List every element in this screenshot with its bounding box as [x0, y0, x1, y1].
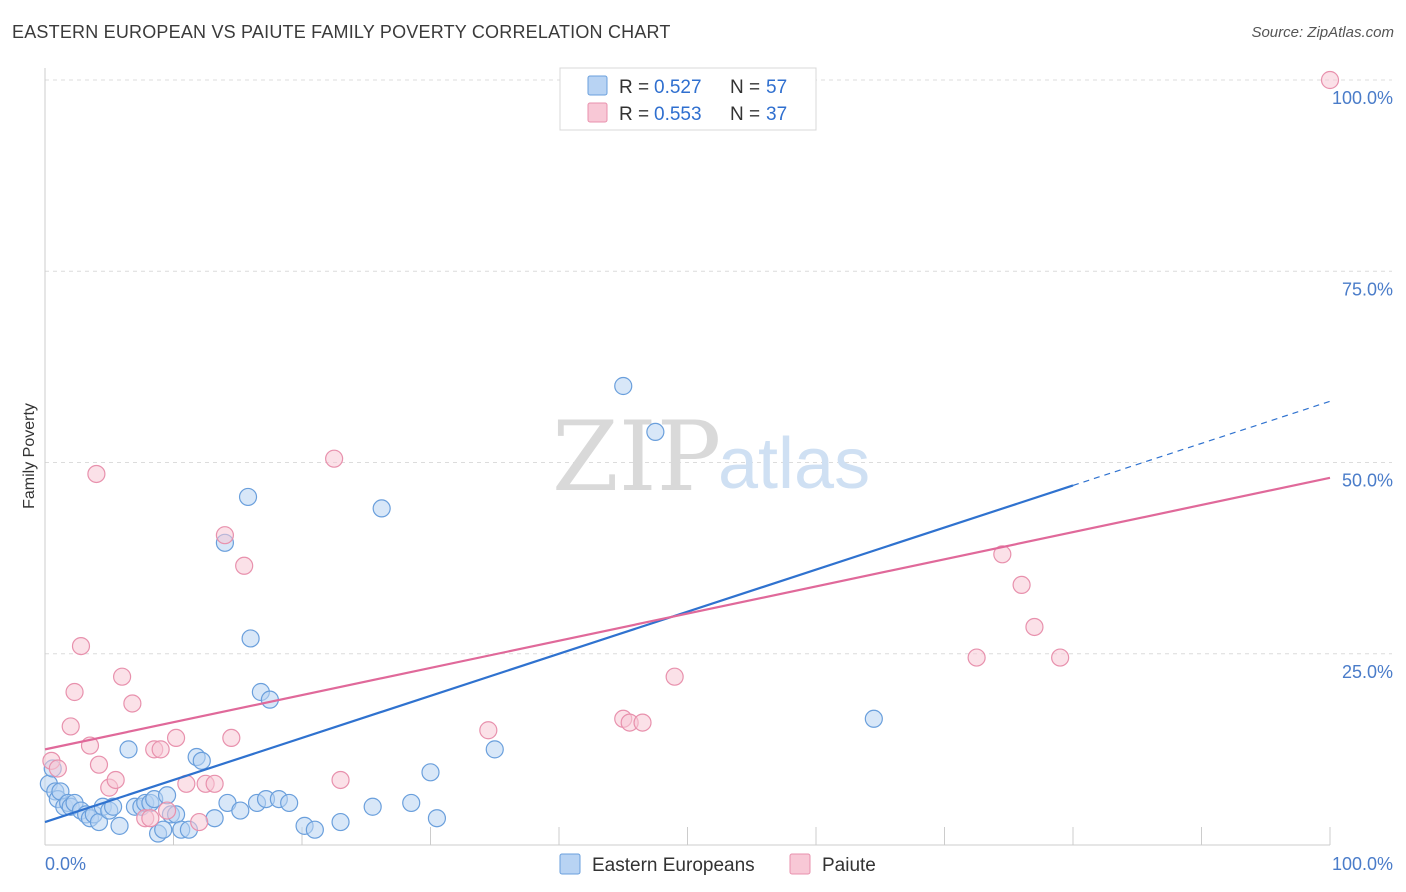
chart-title: EASTERN EUROPEAN VS PAIUTE FAMILY POVERT… — [12, 22, 671, 42]
eastern-european-trend-extension — [1072, 400, 1331, 487]
eastern-european-point-18 — [119, 740, 138, 759]
legend-swatch-blue — [587, 75, 608, 96]
paiute-point-11 — [123, 694, 142, 713]
paiute-point-35 — [1025, 617, 1044, 637]
paiute-point-22 — [215, 526, 234, 545]
eastern-european-point-55 — [646, 422, 665, 441]
paiute-point-27 — [479, 721, 498, 740]
legend-n-label-2: N = — [730, 104, 760, 125]
paiute-point-24 — [235, 556, 254, 575]
eastern-european-point-44 — [280, 793, 299, 813]
paiute-point-21 — [205, 774, 224, 793]
x-tick-label-0: 0.0% — [45, 854, 86, 874]
paiute-point-23 — [222, 728, 241, 748]
paiute-point-36 — [1051, 648, 1070, 667]
legend-n-value-1: 57 — [766, 77, 787, 98]
paiute-point-30 — [633, 713, 652, 732]
x-tick-label-1: 100.0% — [1332, 854, 1393, 874]
eastern-european-point-16 — [104, 797, 123, 816]
eastern-european-point-32 — [192, 751, 211, 770]
eastern-european-point-17 — [110, 816, 129, 835]
data-points — [39, 70, 1340, 843]
watermark-atlas: atlas — [718, 424, 870, 504]
eastern-european-point-46 — [305, 820, 324, 839]
eastern-european-point-25 — [154, 820, 173, 839]
legend-r-label-1: R = — [619, 77, 649, 98]
eastern-european-point-54 — [614, 376, 633, 396]
watermark-zip: ZIP — [552, 401, 721, 513]
paiute-point-4 — [71, 636, 91, 656]
paiute-point-33 — [993, 545, 1012, 564]
paiute-point-2 — [61, 717, 80, 736]
paiute-point-26 — [331, 770, 350, 790]
bottom-legend-label-eastern-europeans: Eastern Europeans — [592, 855, 755, 876]
x-tick-labels: 0.0% 100.0% — [45, 854, 1393, 874]
paiute-point-15 — [151, 740, 170, 759]
eastern-european-point-35 — [231, 801, 250, 820]
y-tick-label-1: 50.0% — [1342, 471, 1393, 491]
paiute-point-25 — [325, 449, 344, 468]
trend-lines — [44, 400, 1331, 824]
paiute-point-37 — [1320, 70, 1340, 90]
y-tick-label-3: 100.0% — [1332, 88, 1393, 108]
paiute-point-10 — [112, 667, 132, 686]
eastern-european-point-39 — [241, 629, 260, 648]
watermark: ZIP atlas — [552, 401, 870, 513]
eastern-european-point-53 — [485, 740, 504, 759]
paiute-point-7 — [89, 755, 109, 774]
legend-r-value-2: 0.553 — [654, 104, 702, 125]
eastern-european-point-49 — [372, 499, 391, 518]
paiute-point-16 — [157, 801, 177, 820]
eastern-european-point-38 — [238, 487, 258, 507]
legend-swatch-pink — [587, 102, 608, 123]
eastern-european-trend-line — [44, 484, 1074, 824]
paiute-point-31 — [665, 667, 684, 686]
eastern-european-point-26 — [157, 786, 177, 805]
bottom-legend-swatch-pink — [789, 853, 811, 875]
legend: R = 0.527 N = 57 R = 0.553 N = 37 — [559, 67, 817, 131]
gridlines — [45, 79, 1392, 655]
paiute-point-3 — [65, 682, 84, 702]
legend-n-label-1: N = — [730, 77, 760, 98]
source-label: Source: ZipAtlas.com — [1251, 24, 1394, 41]
paiute-point-1 — [48, 759, 67, 778]
paiute-point-6 — [87, 464, 106, 484]
eastern-european-point-52 — [427, 809, 447, 828]
y-axis-label: Family Poverty — [21, 403, 38, 509]
eastern-european-point-33 — [205, 809, 224, 828]
paiute-point-13 — [141, 809, 160, 828]
eastern-european-point-51 — [421, 763, 440, 782]
eastern-european-point-50 — [402, 793, 421, 813]
paiute-point-19 — [190, 812, 209, 832]
eastern-european-point-48 — [363, 797, 382, 816]
legend-n-value-2: 37 — [766, 104, 787, 125]
y-tick-label-0: 25.0% — [1342, 662, 1393, 682]
bottom-legend-label-paiute: Paiute — [822, 855, 876, 876]
legend-r-value-1: 0.527 — [654, 77, 702, 98]
paiute-point-32 — [967, 648, 986, 667]
y-tick-labels: 25.0% 50.0% 75.0% 100.0% — [1332, 88, 1393, 682]
eastern-european-point-47 — [331, 812, 350, 832]
paiute-trend-line — [44, 476, 1331, 751]
eastern-european-point-56 — [864, 709, 883, 728]
legend-r-label-2: R = — [619, 104, 649, 125]
y-tick-label-2: 75.0% — [1342, 279, 1393, 299]
paiute-point-17 — [166, 728, 186, 748]
paiute-point-9 — [106, 770, 125, 790]
bottom-legend: Eastern Europeans Paiute — [559, 853, 876, 876]
paiute-point-34 — [1012, 575, 1031, 595]
bottom-legend-swatch-blue — [559, 853, 581, 875]
